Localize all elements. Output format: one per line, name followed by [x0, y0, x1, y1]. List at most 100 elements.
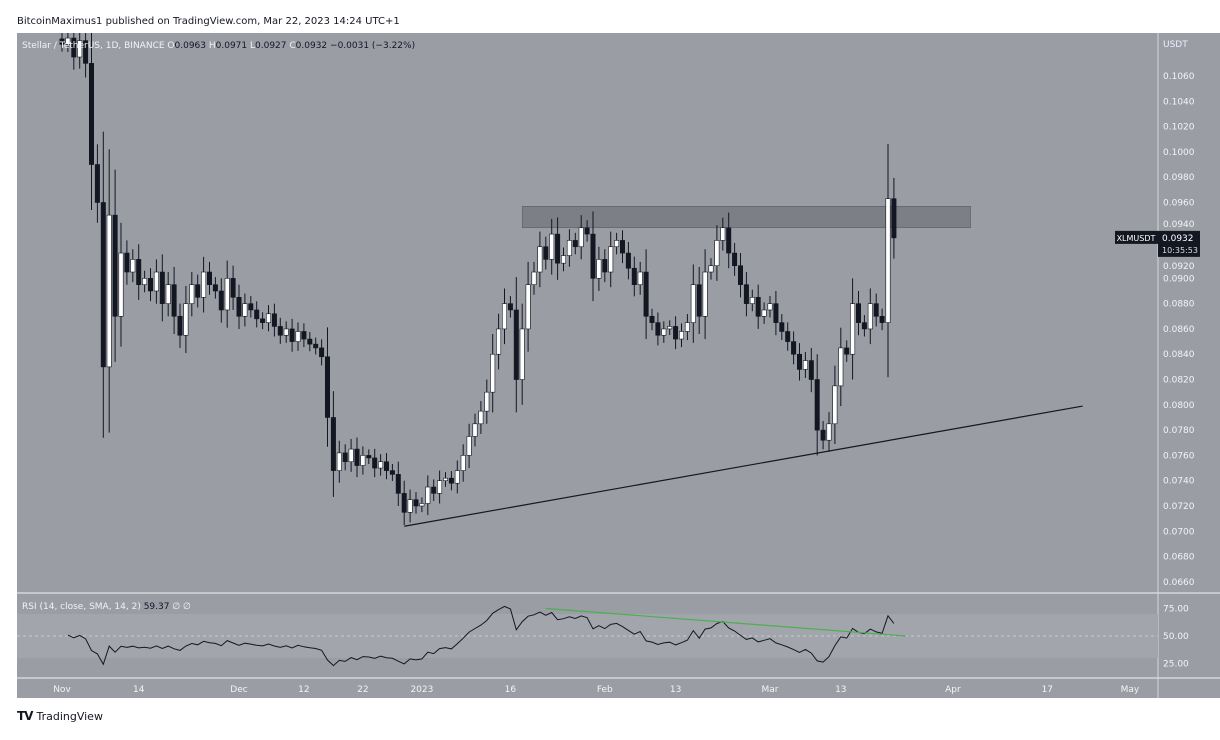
y-tick-label: 0.1060	[1163, 72, 1195, 82]
y-tick-label: 0.1000	[1163, 148, 1195, 158]
candle	[153, 259, 159, 304]
candle-body	[230, 278, 236, 298]
candle-body	[820, 429, 826, 441]
y-tick-label: 0.0740	[1163, 477, 1195, 487]
candle	[478, 401, 484, 434]
y-tick-label: 0.0780	[1163, 426, 1195, 436]
candle-body	[655, 322, 661, 336]
candle	[413, 492, 419, 514]
candle	[490, 334, 496, 413]
candle-body	[537, 246, 543, 273]
candle	[348, 438, 354, 472]
candle-body	[649, 315, 655, 323]
candle	[572, 232, 578, 255]
candle-body	[578, 227, 584, 248]
candle	[171, 266, 177, 334]
candle	[277, 317, 283, 344]
candle	[673, 316, 679, 350]
candle-body	[785, 331, 791, 342]
legend-part: Stellar / TetherUS, 1D, BINANCE	[22, 41, 167, 51]
candle	[442, 472, 448, 487]
y-tick-label: 0.0680	[1163, 553, 1195, 563]
candle-body	[507, 303, 513, 311]
candle-body	[761, 309, 767, 317]
candle-body	[389, 470, 395, 475]
candle	[737, 253, 743, 298]
candle-body	[584, 227, 590, 235]
y-tick-label: 0.0900	[1163, 274, 1195, 284]
symbol-tag-label: XLMUSDT	[1117, 234, 1156, 243]
candle	[201, 256, 207, 313]
candle	[802, 351, 808, 379]
rsi-level-label: 25.00	[1163, 660, 1189, 670]
candle	[885, 144, 891, 378]
candle-body	[183, 303, 189, 336]
candle	[407, 489, 413, 523]
candle	[519, 303, 525, 405]
candle	[625, 241, 631, 280]
candle	[313, 337, 319, 355]
candle-body	[437, 480, 443, 494]
candle-body	[525, 284, 531, 330]
candle-body	[189, 284, 195, 304]
candle-body	[148, 278, 154, 292]
candle-body	[236, 297, 242, 317]
candle-body	[466, 436, 472, 456]
candle	[525, 261, 531, 352]
legend-part: 0.0971	[216, 41, 250, 51]
candle	[65, 33, 71, 52]
ohlc-legend: Stellar / TetherUS, 1D, BINANCE O0.0963 …	[22, 41, 415, 51]
candle	[295, 322, 301, 351]
candle	[861, 315, 867, 337]
candle	[696, 266, 702, 334]
candle	[755, 284, 761, 329]
y-tick-label: 0.0840	[1163, 350, 1195, 360]
candle	[566, 229, 572, 267]
candle	[684, 314, 690, 341]
candle-body	[543, 246, 549, 260]
candle-body	[684, 322, 690, 332]
candle	[578, 215, 584, 260]
legend-part: −0.0031 (−3.22%)	[330, 41, 415, 51]
candle-body	[301, 331, 307, 340]
legend-part: L	[250, 41, 255, 51]
candle	[395, 461, 401, 506]
x-tick-label: Mar	[762, 685, 779, 695]
candle-body	[513, 309, 519, 380]
candle-body	[366, 455, 372, 459]
candle-body	[667, 326, 673, 330]
candle-body	[802, 360, 808, 370]
candle-body	[484, 391, 490, 412]
candle-body	[702, 271, 708, 317]
candle-body	[372, 457, 378, 469]
candle-body	[643, 271, 649, 317]
candle	[165, 272, 171, 317]
candle	[177, 303, 183, 348]
legend-part: 0.0927	[255, 41, 289, 51]
logo-text: TradingView	[36, 709, 103, 723]
candle	[118, 222, 124, 347]
resistance-zone	[521, 206, 971, 229]
x-tick-label: 22	[357, 685, 368, 695]
candle	[83, 33, 89, 78]
candle	[195, 274, 201, 308]
candle	[454, 460, 460, 494]
candle-body	[608, 246, 614, 273]
candle	[555, 217, 561, 280]
candle	[543, 236, 549, 270]
candle-body	[89, 63, 95, 165]
candle-body	[94, 164, 100, 203]
candle	[785, 322, 791, 351]
tv-logo-icon: TV	[17, 709, 34, 723]
price-tag	[1158, 230, 1200, 257]
candle	[59, 33, 65, 52]
candle	[383, 453, 389, 480]
candle-body	[248, 303, 254, 311]
candle	[242, 293, 248, 327]
candle	[254, 301, 260, 328]
candle	[342, 444, 348, 471]
candle-body	[77, 40, 83, 58]
candle-body	[130, 259, 136, 273]
candle-body	[690, 284, 696, 323]
